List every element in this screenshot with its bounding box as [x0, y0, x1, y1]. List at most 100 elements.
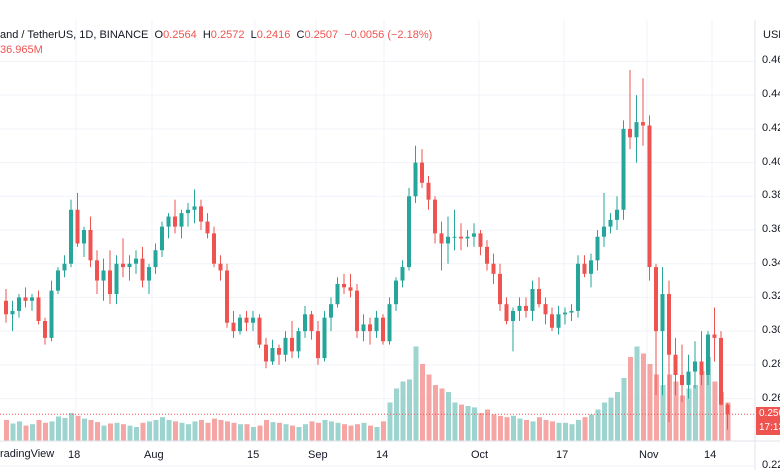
volume-bar — [361, 422, 367, 441]
volume-bar — [387, 402, 393, 441]
volume-bar — [199, 420, 204, 441]
volume-bar — [205, 422, 211, 441]
volume-bar — [173, 421, 178, 441]
volume-bar — [537, 417, 542, 441]
candle — [517, 297, 522, 322]
candle — [186, 203, 190, 227]
volume-bar — [186, 424, 191, 441]
volume-bar — [563, 422, 568, 441]
volume-bar — [82, 418, 87, 441]
volume-bar — [621, 378, 627, 441]
volume-bar — [114, 422, 120, 441]
price-tick-label: 0.460 — [762, 54, 780, 67]
volume-bar — [576, 420, 581, 441]
symbol-title[interactable]: and / TetherUS, 1D, BINANCE — [0, 29, 149, 41]
volume-bar — [355, 424, 360, 441]
volume-bar — [101, 425, 107, 441]
candle — [134, 250, 138, 274]
volume-bar — [231, 422, 237, 441]
candle — [153, 243, 158, 274]
volume-bar — [420, 364, 425, 441]
price-tick-label: 0.260 — [762, 391, 780, 404]
time-tick-label: 17 — [556, 449, 569, 461]
volume-bar — [296, 427, 302, 441]
candle — [23, 287, 28, 308]
candle — [69, 199, 73, 268]
volume-bar — [134, 427, 139, 441]
volume-bar — [628, 357, 633, 441]
volume-bar — [433, 385, 438, 441]
candle — [49, 280, 54, 342]
candle — [524, 297, 528, 318]
volume-bar — [686, 388, 692, 441]
candle — [361, 314, 366, 342]
volume-bar — [56, 416, 61, 441]
time-tick-label: Sep — [308, 449, 328, 461]
candle — [140, 246, 145, 288]
candle — [166, 213, 171, 239]
volume-bar — [309, 421, 315, 441]
volume-bar — [719, 392, 724, 441]
tradingview-logo[interactable]: radingView — [0, 448, 55, 460]
volume-bar — [647, 364, 653, 441]
volume-bar — [348, 425, 354, 441]
volume-bar — [121, 424, 126, 441]
volume-bar — [660, 385, 666, 441]
candle — [426, 176, 431, 210]
candle — [400, 260, 405, 288]
volume-bar — [472, 407, 477, 441]
volume-bar — [218, 420, 224, 441]
candle — [628, 69, 632, 150]
candle — [504, 297, 509, 325]
candle — [368, 317, 372, 345]
volume-bar — [693, 385, 698, 441]
volume-bar — [127, 425, 133, 441]
candle — [433, 196, 437, 244]
candle — [95, 250, 99, 295]
time-tick-label: 14 — [376, 449, 389, 461]
volume-bar — [530, 421, 536, 441]
volume-bar — [654, 374, 659, 441]
volume-bar — [511, 415, 516, 441]
volume-bar — [95, 422, 100, 441]
candle — [257, 314, 262, 348]
candle — [686, 354, 691, 399]
candles — [4, 69, 730, 430]
candle — [238, 314, 242, 335]
volume-bar — [504, 417, 510, 441]
candle — [706, 331, 710, 386]
volume-bar — [62, 417, 68, 441]
candle — [602, 192, 606, 247]
candle — [407, 187, 411, 271]
volume-bar — [556, 422, 562, 441]
time-tick-label: 14 — [704, 449, 717, 461]
candle — [589, 253, 593, 288]
candle — [316, 321, 320, 365]
candle — [17, 294, 21, 318]
candle — [420, 149, 424, 188]
candle — [127, 255, 132, 281]
volume-bar — [712, 381, 718, 441]
volume-bar — [160, 417, 165, 441]
price-tick-label: 0.360 — [762, 223, 780, 235]
price-tick-label: 0.420 — [762, 121, 780, 134]
volume-bar — [147, 421, 152, 441]
candle — [277, 344, 281, 365]
candle — [355, 283, 359, 338]
time-tick-label: 18 — [68, 449, 81, 461]
candle — [556, 305, 561, 335]
candle — [225, 263, 229, 328]
volume-bar — [459, 404, 464, 441]
candle — [342, 273, 346, 295]
candle — [101, 258, 106, 301]
last-price-tag: 0.2507 — [756, 407, 780, 422]
candle — [75, 192, 80, 247]
candle — [647, 115, 652, 281]
volume-bar — [400, 381, 406, 441]
candle — [56, 267, 60, 295]
candle — [608, 213, 613, 234]
volume-bar — [491, 414, 497, 441]
volume-bar — [225, 421, 230, 441]
volume-bar — [517, 418, 523, 441]
